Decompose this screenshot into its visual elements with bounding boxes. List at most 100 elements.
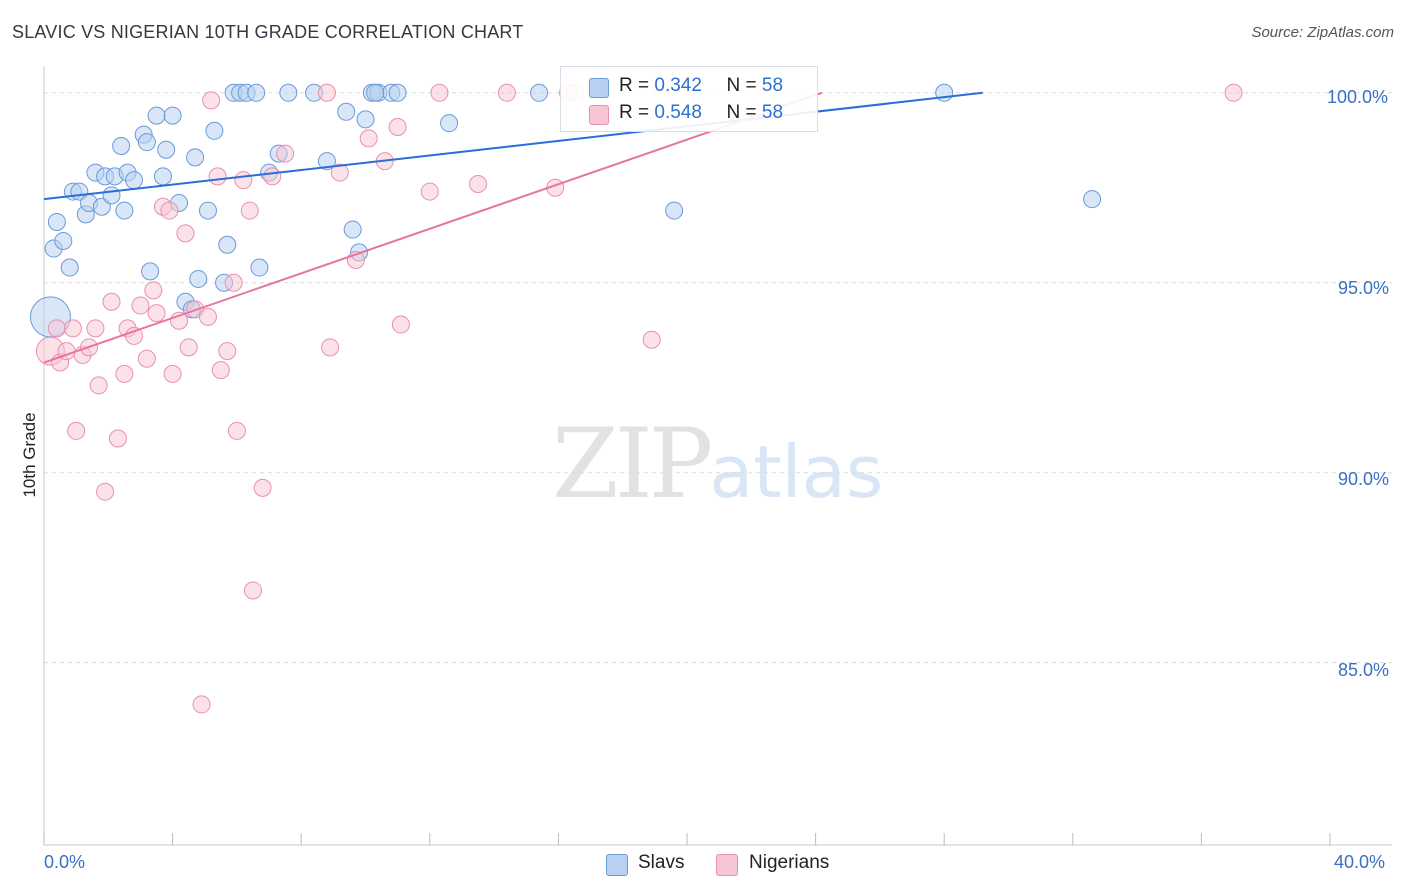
nigerians-point-29	[202, 91, 221, 110]
slavs-point-28	[186, 148, 205, 167]
nigerians-point-38	[253, 478, 272, 497]
nigerians-point-4	[63, 319, 82, 338]
slavs-point-52	[440, 114, 459, 133]
slavs-point-51	[388, 83, 407, 102]
slavs-point-47	[356, 110, 375, 129]
nigerians-point-39	[263, 167, 282, 186]
nigerians-point-24	[176, 224, 195, 243]
slavs-r-label: R =	[619, 75, 650, 96]
slavs-point-17	[125, 171, 144, 190]
slavs-trend-line	[43, 91, 983, 201]
slavs-point-33	[218, 235, 237, 254]
slavs-point-30	[198, 201, 217, 220]
nigerians-point-9	[89, 376, 108, 395]
nigerians-point-37	[243, 581, 262, 600]
watermark: ZIPatlas	[552, 408, 883, 520]
nigerians-point-51	[469, 174, 488, 193]
y-tick-label-90: 90.0%	[1338, 469, 1390, 489]
nigerians-point-43	[330, 163, 349, 182]
nigerians-swatch	[589, 105, 609, 125]
nigerians-point-36	[240, 201, 259, 220]
slavs-point-45	[343, 220, 362, 239]
nigerians-point-25	[179, 338, 198, 357]
data-points	[29, 83, 1243, 714]
slavs-point-23	[157, 140, 176, 159]
slavs-point-37	[247, 83, 266, 102]
source-label: Source: ZipAtlas.com	[1251, 24, 1394, 41]
nigerians-point-16	[131, 296, 150, 315]
nigerians-point-15	[125, 326, 144, 345]
slavs-point-43	[317, 152, 336, 171]
slavs-point-44	[337, 102, 356, 121]
slavs-point-12	[102, 186, 121, 205]
nigerians-point-19	[147, 304, 166, 323]
nigerians-point-21	[160, 201, 179, 220]
nigerians-point-8	[86, 319, 105, 338]
slavs-point-19	[137, 133, 156, 152]
nigerians-point-1	[47, 319, 66, 338]
slavs-point-21	[147, 106, 166, 125]
nigerians-point-47	[388, 117, 407, 136]
nigerians-point-33	[224, 273, 243, 292]
slavs-n-label: N =	[726, 75, 757, 96]
nigerians-point-50	[430, 83, 449, 102]
slavs-point-54	[665, 201, 684, 220]
watermark-zip: ZIP	[552, 408, 713, 520]
slavs-point-22	[153, 167, 172, 186]
chart-title: SLAVIC VS NIGERIAN 10TH GRADE CORRELATIO…	[12, 22, 524, 42]
axes	[43, 66, 1392, 846]
y-tick-label-95: 95.0%	[1338, 278, 1390, 298]
trend-lines	[43, 91, 983, 364]
slavs-point-56	[1083, 190, 1102, 209]
y-tick-label-85: 85.0%	[1338, 660, 1390, 680]
nigerians-point-45	[359, 129, 378, 148]
slavs-point-31	[205, 121, 224, 140]
y-tick-label-100: 100.0%	[1327, 87, 1389, 107]
slavs-point-20	[141, 262, 160, 281]
slavs-point-2	[47, 212, 66, 231]
legend-slavs-label: Slavs	[638, 852, 685, 873]
slavs-n-value: 58	[761, 75, 784, 96]
slavs-point-24	[163, 106, 182, 125]
nigerians-point-11	[102, 292, 121, 311]
nigerians-point-56	[1224, 83, 1243, 102]
nigerians-point-52	[497, 83, 516, 102]
y-axis-label: 10th Grade	[20, 412, 39, 498]
nigerians-trend-line	[43, 91, 823, 364]
slavs-stats: R = 0.342 N = 58	[619, 75, 783, 99]
x-tick-label-max: 40.0%	[1334, 852, 1386, 872]
nigerians-point-42	[321, 338, 340, 357]
slavs-point-38	[250, 258, 269, 277]
stats-legend: R = 0.342 N = 58 R = 0.548 N = 58	[560, 66, 818, 132]
slavs-swatch	[589, 78, 609, 98]
legend-slavs-swatch	[606, 854, 628, 876]
legend-nigerians-label: Nigerians	[749, 852, 830, 873]
nigerians-point-27	[192, 695, 211, 714]
nigerians-point-17	[137, 349, 156, 368]
nigerians-r-label: R =	[619, 102, 650, 123]
x-tick-label-min: 0.0%	[44, 852, 86, 872]
nigerians-point-34	[227, 421, 246, 440]
nigerians-point-55	[642, 330, 661, 349]
nigerians-point-30	[208, 167, 227, 186]
nigerians-point-28	[198, 307, 217, 326]
nigerians-point-12	[108, 429, 127, 448]
legend-nigerians-swatch	[716, 854, 738, 876]
nigerians-r-value: 0.548	[654, 102, 702, 123]
nigerians-stats: R = 0.548 N = 58	[619, 102, 783, 126]
nigerians-point-35	[234, 171, 253, 190]
slavs-point-4	[60, 258, 79, 277]
slavs-point-53	[530, 83, 549, 102]
nigerians-point-41	[317, 83, 336, 102]
nigerians-point-13	[115, 364, 134, 383]
nigerians-point-31	[211, 361, 230, 380]
nigerians-point-49	[420, 182, 439, 201]
nigerians-point-18	[144, 281, 163, 300]
slavs-point-57	[366, 83, 385, 102]
nigerians-point-22	[163, 364, 182, 383]
watermark-atlas: atlas	[709, 430, 884, 514]
nigerians-point-10	[96, 482, 115, 501]
slavs-point-41	[279, 83, 298, 102]
nigerians-point-40	[276, 144, 295, 163]
